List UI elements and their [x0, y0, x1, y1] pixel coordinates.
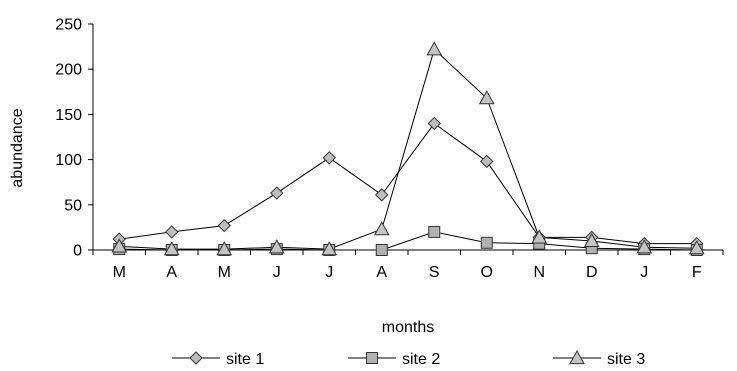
data-point-series-1: [165, 225, 179, 239]
data-point-series-3: [636, 239, 653, 254]
x-tick-label: J: [640, 264, 648, 281]
x-tick-label: J: [325, 264, 333, 281]
x-tick-label: S: [429, 264, 440, 281]
data-point-series-2: [428, 225, 441, 238]
x-tick-label: A: [376, 264, 387, 281]
x-tick-label: A: [166, 264, 177, 281]
data-point-series-3: [321, 241, 338, 256]
y-axis-ticks: 0 50 100 150 200 250: [55, 17, 93, 260]
data-point-series-1: [375, 188, 389, 202]
series-line-1: [119, 122, 697, 245]
x-axis-title: months: [382, 319, 434, 336]
data-point-series-3: [688, 240, 705, 255]
legend-label: site 2: [402, 351, 440, 368]
data-point-series-1: [322, 151, 336, 165]
y-tick-label: 50: [64, 197, 82, 214]
x-tick-label: D: [586, 264, 598, 281]
data-point-series-2: [375, 244, 388, 256]
y-axis-title: abundance: [9, 108, 26, 187]
data-point-series-3: [531, 229, 548, 244]
data-point-series-3: [216, 241, 233, 256]
legend: site 1 site 2 site 3: [172, 349, 645, 368]
x-tick-label: M: [113, 264, 126, 281]
y-tick-label: 100: [55, 152, 82, 169]
data-point-series-3: [478, 90, 495, 105]
x-tick-label: N: [533, 264, 545, 281]
data-point-series-1: [427, 116, 441, 131]
legend-label: site 3: [607, 351, 645, 368]
series-line-3: [119, 48, 697, 250]
x-tick-label: F: [692, 264, 702, 281]
x-tick-label: M: [218, 264, 231, 281]
legend-marker: [189, 351, 203, 365]
data-point-series-2: [480, 236, 493, 249]
data-point-series-3: [426, 41, 443, 56]
x-tick-label: J: [273, 264, 281, 281]
series-line-2: [119, 231, 697, 251]
legend-label: site 1: [226, 351, 264, 368]
y-tick-label: 200: [55, 62, 82, 79]
legend-marker: [366, 352, 378, 364]
y-tick-label: 250: [55, 17, 82, 34]
x-tick-label: O: [481, 264, 493, 281]
data-point-series-3: [111, 238, 128, 253]
legend-marker: [569, 349, 585, 365]
data-point-series-1: [217, 218, 231, 233]
series-lines: [119, 48, 697, 251]
data-point-series-3: [583, 232, 600, 248]
data-point-series-3: [373, 221, 390, 236]
data-point-series-1: [270, 186, 284, 200]
data-point-series-3: [268, 239, 285, 254]
data-point-series-1: [480, 154, 494, 169]
y-tick-label: 0: [73, 243, 82, 260]
data-point-series-3: [163, 241, 180, 256]
series-markers: [111, 41, 705, 256]
y-tick-label: 150: [55, 107, 82, 124]
